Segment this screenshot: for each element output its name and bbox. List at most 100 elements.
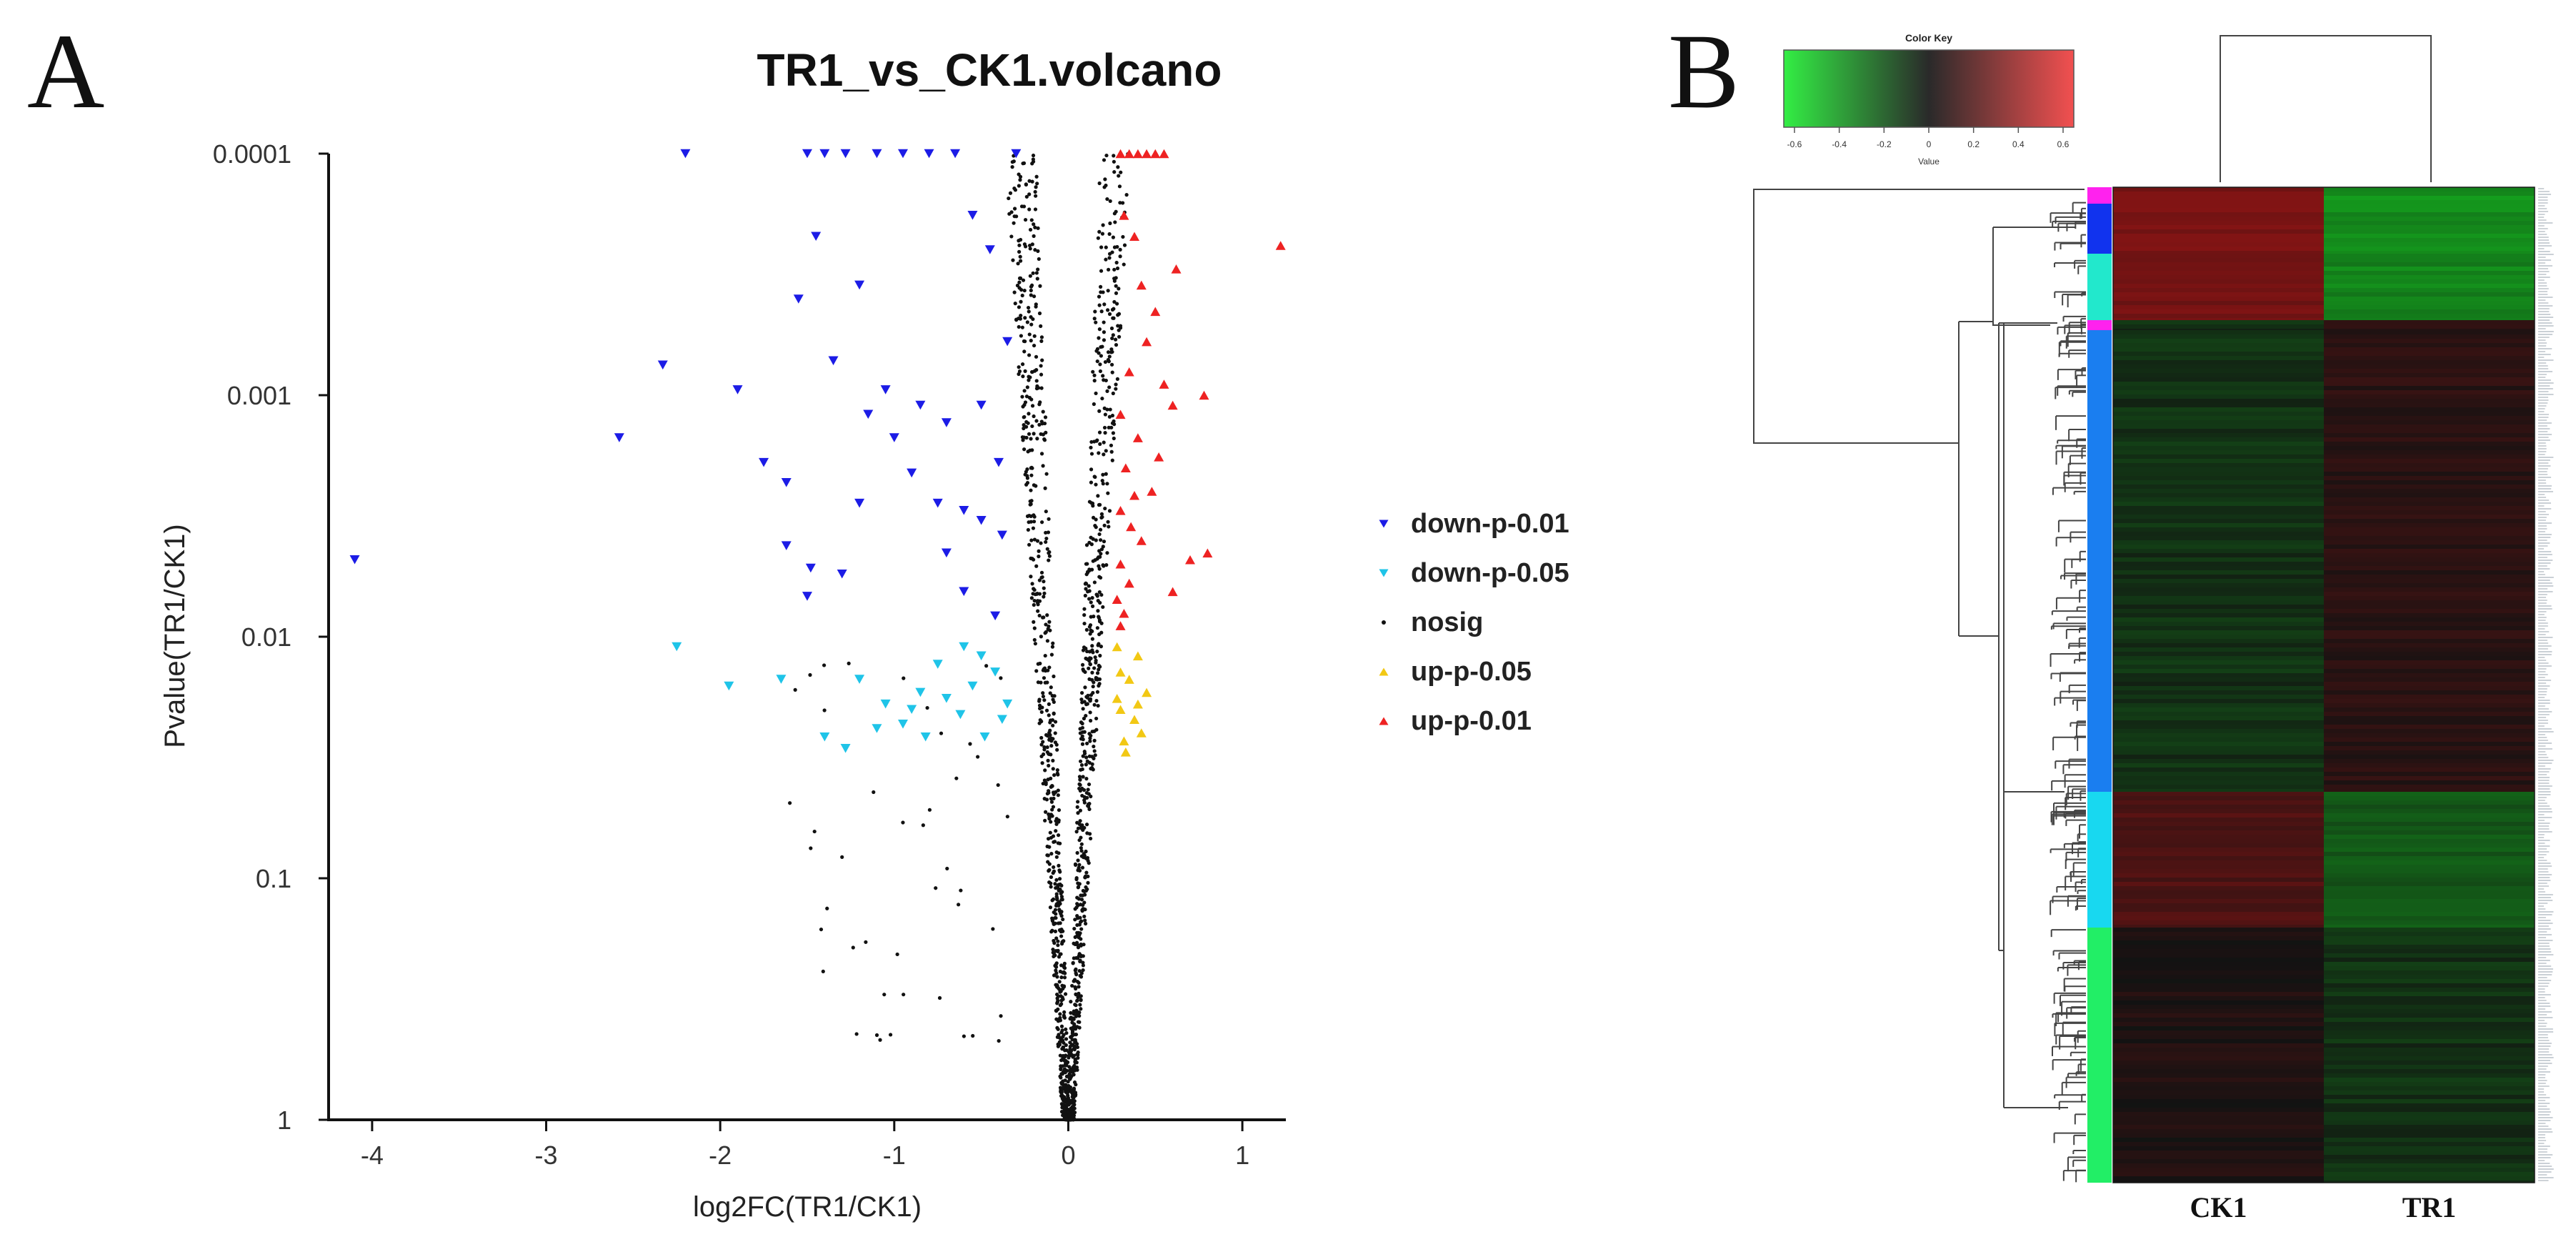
point-nosig [1025, 476, 1029, 480]
point-nosig [1044, 472, 1049, 476]
heatmap-cell-ck1 [2113, 1048, 2324, 1052]
point-nosig [1052, 773, 1057, 777]
point-nosig [1075, 999, 1079, 1003]
point-nosig [1043, 680, 1047, 685]
point-nosig [1102, 425, 1107, 430]
heatmap-cell-ck1 [2113, 673, 2324, 677]
point-nosig [1007, 212, 1012, 216]
point-nosig [821, 969, 825, 974]
heatmap-cell-ck1 [2113, 1013, 2324, 1018]
heatmap-cell-ck1 [2113, 852, 2324, 856]
point-nosig [1104, 183, 1108, 188]
point-nosig [1069, 1035, 1073, 1039]
point-down-p-0.01 [997, 530, 1007, 540]
panel-b-letter: B [1668, 12, 1739, 131]
legend-item-down-p-0.01: down-p-0.01 [1379, 509, 1569, 539]
point-nosig [1096, 494, 1100, 498]
point-nosig [1019, 204, 1024, 209]
point-nosig [1012, 221, 1016, 225]
point-nosig [1099, 645, 1103, 649]
point-nosig [1054, 895, 1059, 899]
point-nosig [1081, 963, 1085, 968]
point-down-p-0.05 [840, 743, 851, 753]
heatmap-cell-ck1 [2113, 1022, 2324, 1026]
point-nosig [1099, 309, 1104, 314]
point-nosig [1050, 928, 1054, 933]
heatmap-cell-tr1 [2324, 1069, 2535, 1073]
heatmap-cell-tr1 [2324, 566, 2535, 570]
point-nosig [1105, 389, 1109, 394]
point-nosig [1112, 419, 1116, 424]
heatmap-cell-tr1 [2324, 647, 2535, 652]
point-nosig [1097, 620, 1102, 624]
point-nosig [1033, 207, 1038, 212]
heatmap-cell-tr1 [2324, 707, 2535, 712]
point-nosig [1017, 324, 1021, 329]
point-down-p-0.01 [854, 280, 865, 290]
heatmap-cell-ck1 [2113, 912, 2324, 916]
point-nosig [1082, 716, 1087, 721]
point-nosig [1019, 276, 1023, 280]
point-nosig [1080, 742, 1085, 746]
point-nosig [1076, 826, 1081, 830]
point-nosig [1048, 830, 1052, 835]
point-nosig [1049, 875, 1054, 880]
heatmap-cell-ck1 [2113, 639, 2324, 643]
heatmap-cell-tr1 [2324, 886, 2535, 890]
point-nosig [1022, 447, 1027, 452]
color-key-tick-label: 0 [1927, 139, 1932, 149]
point-nosig [1029, 502, 1033, 506]
heatmap-cell-tr1 [2324, 553, 2535, 557]
point-nosig [1077, 980, 1081, 985]
point-nosig [1115, 266, 1120, 271]
column-label: TR1 [2402, 1191, 2457, 1223]
point-nosig [1054, 936, 1059, 940]
point-nosig [1023, 217, 1028, 222]
point-nosig [1026, 305, 1031, 310]
point-down-p-0.05 [854, 675, 865, 684]
point-up-p-0.05 [1112, 693, 1122, 703]
point-nosig [1035, 384, 1039, 388]
point-nosig [1085, 649, 1089, 654]
point-nosig [1032, 599, 1037, 603]
point-nosig [1074, 971, 1078, 975]
heatmap-cell-ck1 [2113, 865, 2324, 869]
heatmap-cell-ck1 [2113, 540, 2324, 545]
point-nosig [1109, 425, 1114, 429]
heatmap-cell-tr1 [2324, 970, 2535, 975]
heatmap-cell-tr1 [2324, 480, 2535, 485]
heatmap-cell-ck1 [2113, 583, 2324, 587]
point-nosig [1018, 178, 1022, 182]
point-nosig [1069, 1010, 1073, 1015]
point-down-p-0.01 [872, 149, 882, 159]
point-nosig [1084, 755, 1089, 760]
point-nosig [1089, 467, 1094, 472]
point-nosig [937, 995, 942, 1000]
point-nosig [1101, 472, 1105, 477]
heatmap-cell-ck1 [2113, 916, 2324, 920]
point-nosig [1061, 917, 1065, 922]
heatmap-cell-tr1 [2324, 519, 2535, 523]
point-nosig [1058, 841, 1062, 845]
heatmap-cell-tr1 [2324, 225, 2535, 229]
legend: down-p-0.01down-p-0.05nosigup-p-0.05up-p… [1379, 509, 1569, 736]
heatmap-cell-tr1 [2324, 489, 2535, 493]
point-nosig [1028, 375, 1032, 379]
point-nosig [1072, 1022, 1077, 1026]
point-nosig [1124, 193, 1129, 197]
point-nosig [1102, 302, 1107, 307]
point-nosig [1079, 737, 1084, 741]
point-nosig [1092, 744, 1096, 749]
point-nosig [1030, 582, 1034, 586]
heatmap-cell-tr1 [2324, 809, 2535, 813]
heatmap-cell-ck1 [2113, 570, 2324, 575]
point-nosig [1032, 537, 1037, 542]
data-points [349, 149, 1286, 1122]
heatmap-cell-ck1 [2113, 1121, 2324, 1125]
heatmap-cell-ck1 [2113, 737, 2324, 742]
heatmap-cell-ck1 [2113, 566, 2324, 570]
point-nosig [1104, 257, 1108, 262]
point-nosig [1080, 767, 1084, 772]
heatmap-cell-ck1 [2113, 279, 2324, 284]
point-nosig [1094, 517, 1098, 522]
